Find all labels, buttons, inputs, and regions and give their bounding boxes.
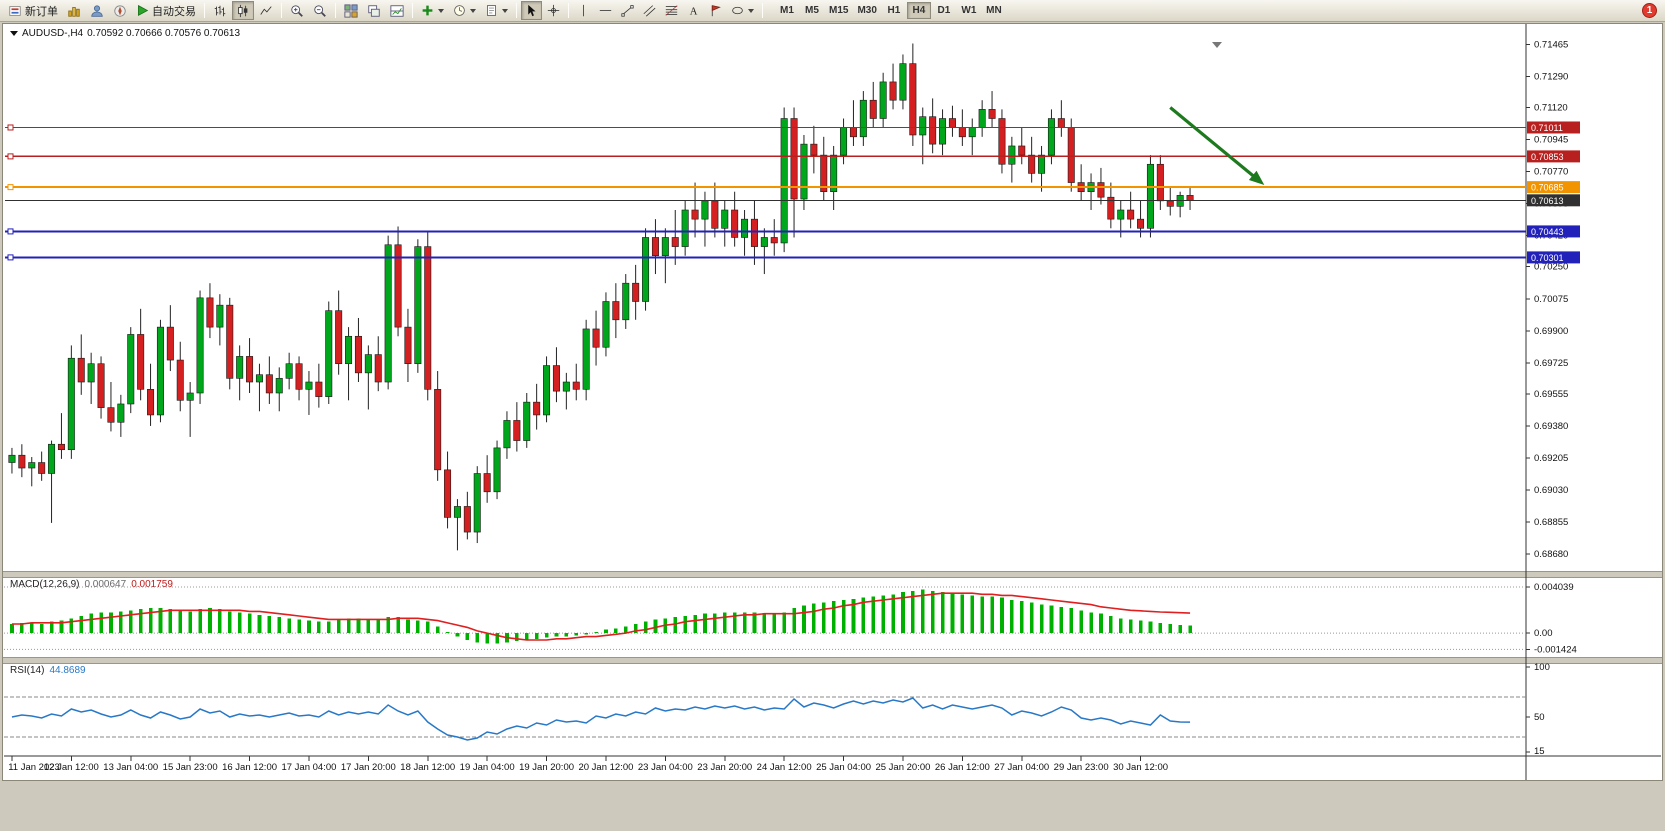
rsi-value: 44.8689 [49, 665, 86, 676]
periods-button[interactable] [449, 1, 480, 20]
toolbar-separator [204, 3, 205, 18]
trendline-tool-button[interactable] [617, 1, 638, 20]
profiles-icon [90, 4, 104, 18]
rsi-indicator-label: RSI(14) 44.8689 [10, 665, 86, 676]
timeframe-d1-button[interactable]: D1 [932, 2, 956, 19]
main-toolbar: 新订单 自动交易 [0, 0, 1665, 22]
toolbar-separator [412, 3, 413, 18]
indicators-button[interactable] [417, 1, 448, 20]
crosshair-icon [547, 4, 560, 17]
channel-tool-button[interactable] [639, 1, 660, 20]
timeframe-m5-button[interactable]: M5 [800, 2, 824, 19]
shapes-tool-button[interactable] [727, 1, 758, 20]
macd-name: MACD(12,26,9) [10, 579, 80, 590]
indicators-dropdown-caret-icon [438, 8, 444, 13]
periods-dropdown-caret-icon [470, 8, 476, 13]
fibonacci-icon [665, 4, 678, 17]
timeframe-toolbar: M1 M5 M15 M30 H1 H4 D1 W1 MN [775, 2, 1006, 19]
templates-icon [485, 4, 498, 17]
chart-ohlc-readout: 0.70592 0.70666 0.70576 0.70613 [87, 28, 241, 39]
toolbar-separator [568, 3, 569, 18]
text-tool-button[interactable]: A [683, 1, 704, 20]
arrange-charts-icon [390, 4, 404, 18]
chart-title-arrow-icon [10, 31, 18, 36]
new-chart-icon [67, 4, 81, 18]
profiles-button[interactable] [86, 1, 108, 20]
label-tool-button[interactable] [705, 1, 726, 20]
candlestick-chart-icon [236, 4, 250, 18]
line-chart-icon [259, 4, 273, 18]
navigator-button[interactable] [109, 1, 131, 20]
toolbar-separator [516, 3, 517, 18]
navigator-icon [113, 4, 127, 18]
indicators-plus-icon [421, 4, 434, 17]
vertical-line-icon [577, 4, 590, 17]
rsi-name: RSI(14) [10, 665, 45, 676]
fibonacci-tool-button[interactable] [661, 1, 682, 20]
timeframe-h1-button[interactable]: H1 [882, 2, 906, 19]
macd-signal-value: 0.001759 [131, 579, 173, 590]
svg-text:A: A [690, 7, 698, 17]
timeframe-m1-button[interactable]: M1 [775, 2, 799, 19]
new-order-button[interactable]: 新订单 [4, 1, 62, 20]
new-order-label: 新订单 [25, 5, 58, 18]
arrange-charts-button[interactable] [386, 1, 408, 20]
cascade-windows-icon [367, 4, 381, 18]
cascade-windows-button[interactable] [363, 1, 385, 20]
zoom-in-button[interactable] [286, 1, 308, 20]
tile-windows-icon [344, 3, 358, 18]
timeframe-h4-button[interactable]: H4 [906, 2, 931, 19]
timeframe-m30-button[interactable]: M30 [853, 2, 880, 19]
shapes-dropdown-caret-icon [748, 8, 754, 13]
trendline-icon [621, 4, 634, 17]
cursor-button[interactable] [521, 1, 542, 20]
bar-chart-icon [213, 4, 227, 18]
timeframe-mn-button[interactable]: MN [982, 2, 1006, 19]
toolbar-separator [762, 3, 763, 18]
notification-badge[interactable]: 1 [1642, 3, 1657, 18]
zoom-in-icon [290, 4, 304, 18]
candlestick-chart-button[interactable] [232, 1, 254, 20]
horizontal-line-tool-button[interactable] [595, 1, 616, 20]
panel-splitter[interactable] [3, 657, 1662, 664]
text-tool-icon: A [687, 4, 700, 17]
autotrading-play-icon [136, 4, 149, 17]
chart-title-bar: AUDUSD-,H4 0.70592 0.70666 0.70576 0.706… [10, 28, 240, 39]
cursor-arrow-icon [525, 4, 538, 17]
timeframe-w1-button[interactable]: W1 [957, 2, 981, 19]
timeframe-m15-button[interactable]: M15 [825, 2, 852, 19]
new-order-icon [8, 4, 22, 18]
line-chart-button[interactable] [255, 1, 277, 20]
new-chart-button[interactable] [63, 1, 85, 20]
horizontal-line-icon [599, 4, 612, 17]
shapes-ellipse-icon [731, 4, 744, 17]
macd-main-value: 0.000647 [84, 579, 127, 590]
vertical-line-tool-button[interactable] [573, 1, 594, 20]
tile-windows-button[interactable] [340, 1, 362, 20]
crosshair-button[interactable] [543, 1, 564, 20]
label-flag-icon [709, 4, 722, 17]
channel-icon [643, 4, 656, 17]
toolbar-separator [335, 3, 336, 18]
panel-splitter[interactable] [3, 571, 1662, 578]
toolbar-separator [281, 3, 282, 18]
notification-count: 1 [1646, 5, 1653, 16]
window-bottom-strip [0, 782, 1665, 831]
chart-window [2, 23, 1663, 781]
templates-button[interactable] [481, 1, 512, 20]
periods-clock-icon [453, 4, 466, 17]
bar-chart-button[interactable] [209, 1, 231, 20]
macd-indicator-label: MACD(12,26,9) 0.000647 0.001759 [10, 579, 173, 590]
templates-dropdown-caret-icon [502, 8, 508, 13]
chart-symbol-period: AUDUSD-,H4 [22, 28, 84, 39]
zoom-out-icon [313, 4, 327, 18]
autotrading-label: 自动交易 [152, 5, 196, 18]
autotrading-button[interactable]: 自动交易 [132, 1, 200, 20]
zoom-out-button[interactable] [309, 1, 331, 20]
